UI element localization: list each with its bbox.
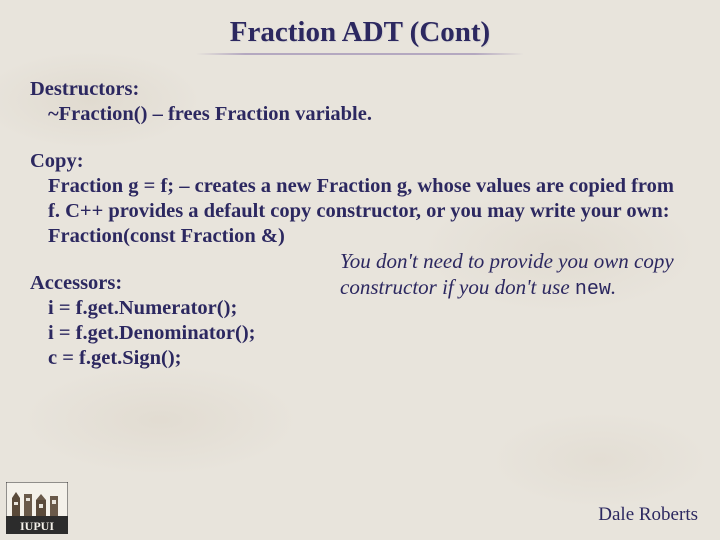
svg-text:IUPUI: IUPUI	[20, 519, 54, 533]
accessors-line-2: c = f.get.Sign();	[30, 346, 340, 371]
copy-heading: Copy:	[30, 149, 690, 174]
destructors-body: ~Fraction() – frees Fraction variable.	[30, 102, 690, 127]
slide-body: Destructors: ~Fraction() – frees Fractio…	[0, 53, 720, 371]
accessors-line-1: i = f.get.Denominator();	[30, 321, 340, 346]
note-part1: You don't need to provide you own copy c…	[340, 249, 674, 299]
note-text: You don't need to provide you own copy c…	[340, 249, 690, 302]
note-part2: .	[611, 275, 616, 299]
copy-body: Fraction g = f; – creates a new Fraction…	[30, 174, 690, 249]
iupui-logo-icon: IUPUI	[6, 482, 68, 534]
accessors-line-0: i = f.get.Numerator();	[30, 296, 340, 321]
footer-author: Dale Roberts	[598, 504, 698, 526]
slide-title: Fraction ADT (Cont)	[216, 12, 504, 53]
accessors-heading: Accessors:	[30, 271, 340, 296]
note-code: new	[575, 278, 611, 301]
destructors-heading: Destructors:	[30, 77, 690, 102]
